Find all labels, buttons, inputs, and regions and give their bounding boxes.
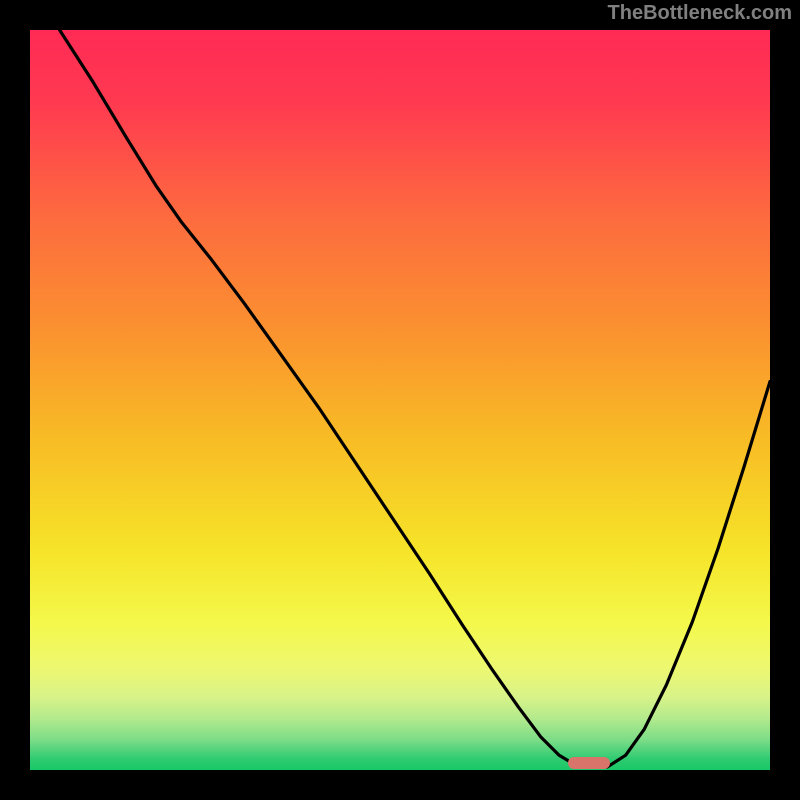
optimal-marker (568, 757, 610, 769)
attribution-text: TheBottleneck.com (608, 2, 792, 25)
bottleneck-curve (30, 30, 770, 770)
plot-area (30, 30, 770, 770)
